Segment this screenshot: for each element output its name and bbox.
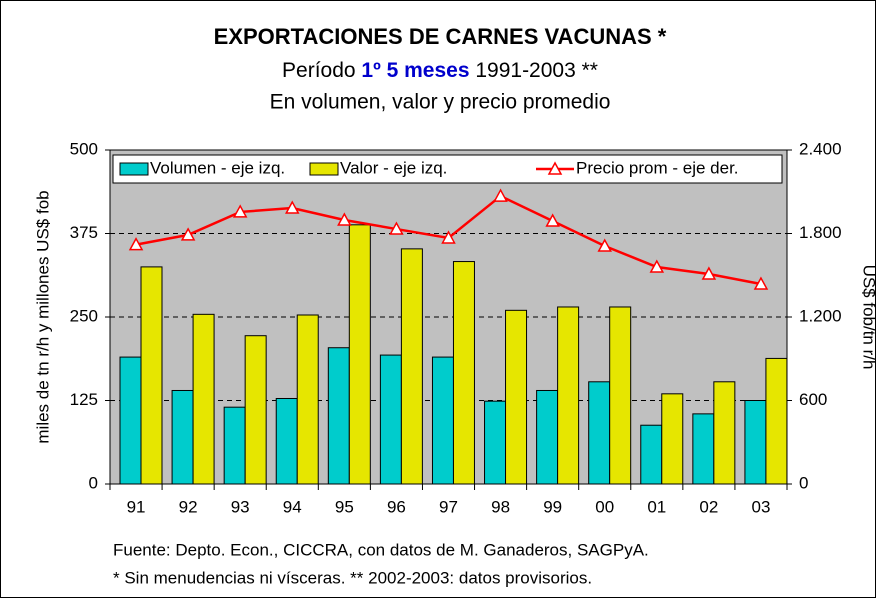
y2-tick-label: 600 [799,390,827,409]
x-tick-label: 93 [231,497,250,516]
marker [649,259,665,273]
x-tick-label: 03 [752,497,771,516]
bar [119,356,142,485]
bar [505,309,528,485]
bar [640,424,663,485]
marker [232,204,248,218]
y-tick-label: 250 [70,306,98,325]
bar [431,356,454,485]
bar [692,413,715,485]
legend-swatch [309,162,339,176]
marker [753,276,769,290]
chart-title: EXPORTACIONES DE CARNES VACUNAS * [214,24,667,49]
legend-label: Precio prom - eje der. [576,158,739,177]
subtitle: En volumen, valor y precio promedio [270,91,611,114]
y2-tick-label: 2.400 [799,139,842,158]
subtitle: Período 1º 5 meses 1991-2003 ** [282,59,598,82]
marker [701,266,717,280]
marker [545,213,560,227]
bar [223,406,246,485]
marker [128,237,144,251]
bar [296,314,319,485]
bar [609,306,632,485]
note: Fuente: Depto. Econ., CICCRA, con datos … [113,540,649,559]
legend-swatch [119,162,149,176]
subtitle-part: Período [282,59,361,82]
y2-tick-label: 1.200 [799,306,842,325]
bar [327,347,350,485]
subtitle-highlight: 1º 5 meses [361,59,469,82]
y-tick-label: 125 [70,390,98,409]
bar [244,335,267,485]
note: * Sin menudencias ni vísceras. ** 2002-2… [113,568,592,587]
y2-axis-label: US$ fob/tn r/h [860,265,876,370]
bar [536,389,559,485]
marker [180,227,196,241]
y-tick-label: 375 [70,223,98,242]
y-tick-label: 500 [70,139,98,158]
legend-marker [547,161,563,175]
bar [484,400,507,485]
legend-label: Valor - eje izq. [340,158,447,177]
bar [765,357,788,485]
bar [192,313,215,485]
x-tick-label: 95 [335,497,354,516]
bar [452,261,475,485]
x-tick-label: 01 [647,497,666,516]
bar [557,306,580,485]
y2-tick-label: 1.800 [799,223,842,242]
y-axis-label: miles de tn r/h y millones US$ fob [33,190,52,443]
x-tick-label: 98 [491,497,510,516]
y-tick-label: 0 [89,473,98,492]
marker [493,188,508,202]
marker [441,230,456,244]
bar [140,266,163,485]
x-tick-label: 92 [179,497,198,516]
marker [285,200,300,214]
bar [400,248,423,485]
x-tick-label: 97 [439,497,458,516]
bar [588,381,611,485]
bar [171,389,194,485]
legend-label: Volumen - eje izq. [150,158,285,177]
subtitle-part: 1991-2003 ** [470,59,598,82]
x-tick-label: 99 [543,497,562,516]
bar [275,397,298,485]
bar [713,381,736,485]
bar [661,393,684,485]
marker [597,238,612,252]
bar [744,400,767,485]
marker [389,221,404,235]
x-tick-label: 94 [283,497,302,516]
x-tick-label: 91 [127,497,146,516]
bar [379,354,402,485]
legend [112,154,783,184]
marker [337,212,352,226]
x-tick-label: 96 [387,497,406,516]
x-tick-label: 00 [595,497,614,516]
bar [348,224,371,485]
y2-tick-label: 0 [799,473,808,492]
x-tick-label: 02 [699,497,718,516]
